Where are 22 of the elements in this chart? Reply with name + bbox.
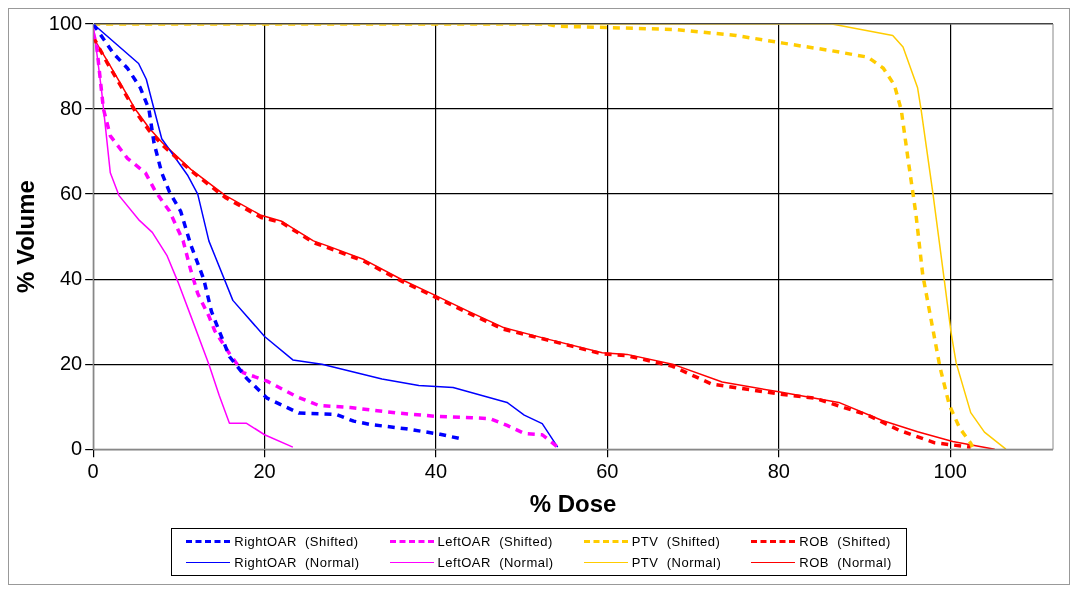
y-axis-title: % Volume xyxy=(12,180,40,294)
y-tick-label: 60 xyxy=(59,181,83,204)
legend-label: LeftOAR (Normal) xyxy=(437,555,554,570)
x-axis-title: % Dose xyxy=(529,490,617,518)
x-tick-label: 20 xyxy=(253,459,276,482)
y-tick-label: 80 xyxy=(59,96,83,119)
legend-label: ROB (Shifted) xyxy=(799,534,891,549)
y-tick-label: 0 xyxy=(71,436,83,459)
x-tick-label: 60 xyxy=(596,459,619,482)
legend-label: PTV (Shifted) xyxy=(631,534,721,549)
legend-label: LeftOAR (Shifted) xyxy=(437,534,553,549)
y-tick-label: 100 xyxy=(48,11,83,34)
y-tick-label: 40 xyxy=(59,266,83,289)
legend-label: RightOAR (Shifted) xyxy=(234,534,359,549)
legend-label: PTV (Normal) xyxy=(631,555,722,570)
legend-label: RightOAR (Normal) xyxy=(234,555,360,570)
x-tick-label: 80 xyxy=(767,459,790,482)
legend-label: ROB (Normal) xyxy=(799,555,892,570)
y-tick-label: 20 xyxy=(59,351,83,374)
x-tick-label: 0 xyxy=(87,459,99,482)
x-tick-label: 40 xyxy=(424,459,448,482)
x-tick-label: 100 xyxy=(933,459,967,482)
